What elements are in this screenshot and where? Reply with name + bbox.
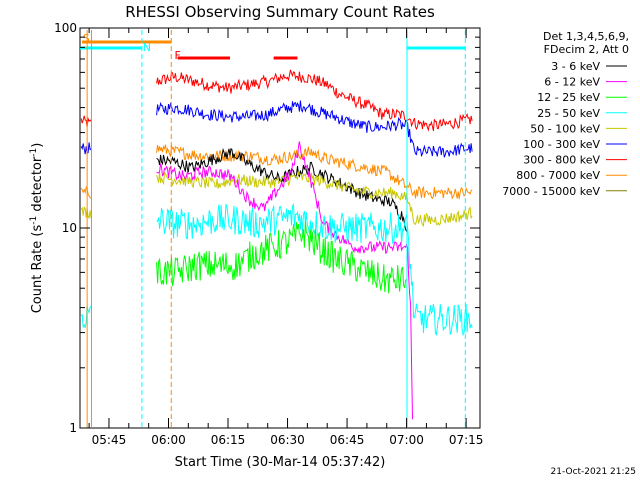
x-tick-label: 06:00 — [151, 433, 186, 447]
legend-header: FDecim 2, Att 0 — [544, 43, 629, 56]
series-line — [156, 203, 473, 337]
y-tick-label: 100 — [54, 21, 77, 35]
series-line — [156, 170, 473, 228]
legend-label: 3 - 6 keV — [551, 60, 600, 73]
flag-letter: N — [143, 41, 151, 54]
legend-label: 100 - 300 keV — [523, 138, 600, 151]
legend-label: 12 - 25 keV — [537, 91, 600, 104]
series-line — [156, 141, 413, 420]
y-tick-label: 10 — [62, 221, 77, 235]
x-axis-label: Start Time (30-Mar-14 05:37:42) — [175, 455, 386, 470]
legend-label: 800 - 7000 keV — [516, 169, 600, 182]
y-tick-label: 1 — [69, 421, 77, 435]
legend-label: 6 - 12 keV — [544, 76, 600, 89]
legend: Det 1,3,4,5,6,9,FDecim 2, Att 0 3 - 6 keV… — [502, 30, 629, 198]
x-tick-label: 05:45 — [92, 433, 127, 447]
series-line — [80, 305, 92, 329]
legend-label: 50 - 100 keV — [530, 122, 600, 135]
x-tick-label: 06:15 — [211, 433, 246, 447]
footer-date: 21-Oct-2021 21:25 — [551, 467, 636, 477]
legend-label: 300 - 800 keV — [523, 154, 600, 167]
flag-letter: F — [174, 49, 180, 62]
series-line — [156, 69, 473, 132]
x-tick-label: 07:00 — [389, 433, 424, 447]
series-line — [156, 100, 473, 158]
series-line — [80, 115, 92, 128]
series-layer — [80, 69, 473, 420]
series-line — [80, 186, 92, 199]
plot-area: S N F — [79, 27, 481, 429]
x-tick-label: 07:15 — [449, 433, 484, 447]
y-axis: 1 10 100 — [54, 21, 480, 435]
state-layer — [80, 40, 466, 60]
series-line — [156, 220, 407, 294]
legend-header: Det 1,3,4,5,6,9, — [543, 30, 629, 43]
annotation-layer: S N F — [83, 32, 181, 62]
series-line — [80, 142, 92, 155]
legend-label: 7000 - 15000 keV — [502, 185, 600, 198]
series-line — [80, 205, 92, 220]
x-tick-label: 06:30 — [270, 433, 305, 447]
legend-label: 25 - 50 keV — [537, 107, 600, 120]
x-tick-label: 06:45 — [330, 433, 365, 447]
flag-letter: S — [83, 32, 90, 45]
chart-title: RHESSI Observing Summary Count Rates — [125, 3, 435, 21]
x-axis: 05:45 06:00 06:15 06:30 06:45 07:00 07:15 — [88, 28, 484, 447]
vline-layer — [86, 30, 466, 428]
y-axis-label: Count Rate (s-1 detector-1) — [29, 143, 45, 314]
